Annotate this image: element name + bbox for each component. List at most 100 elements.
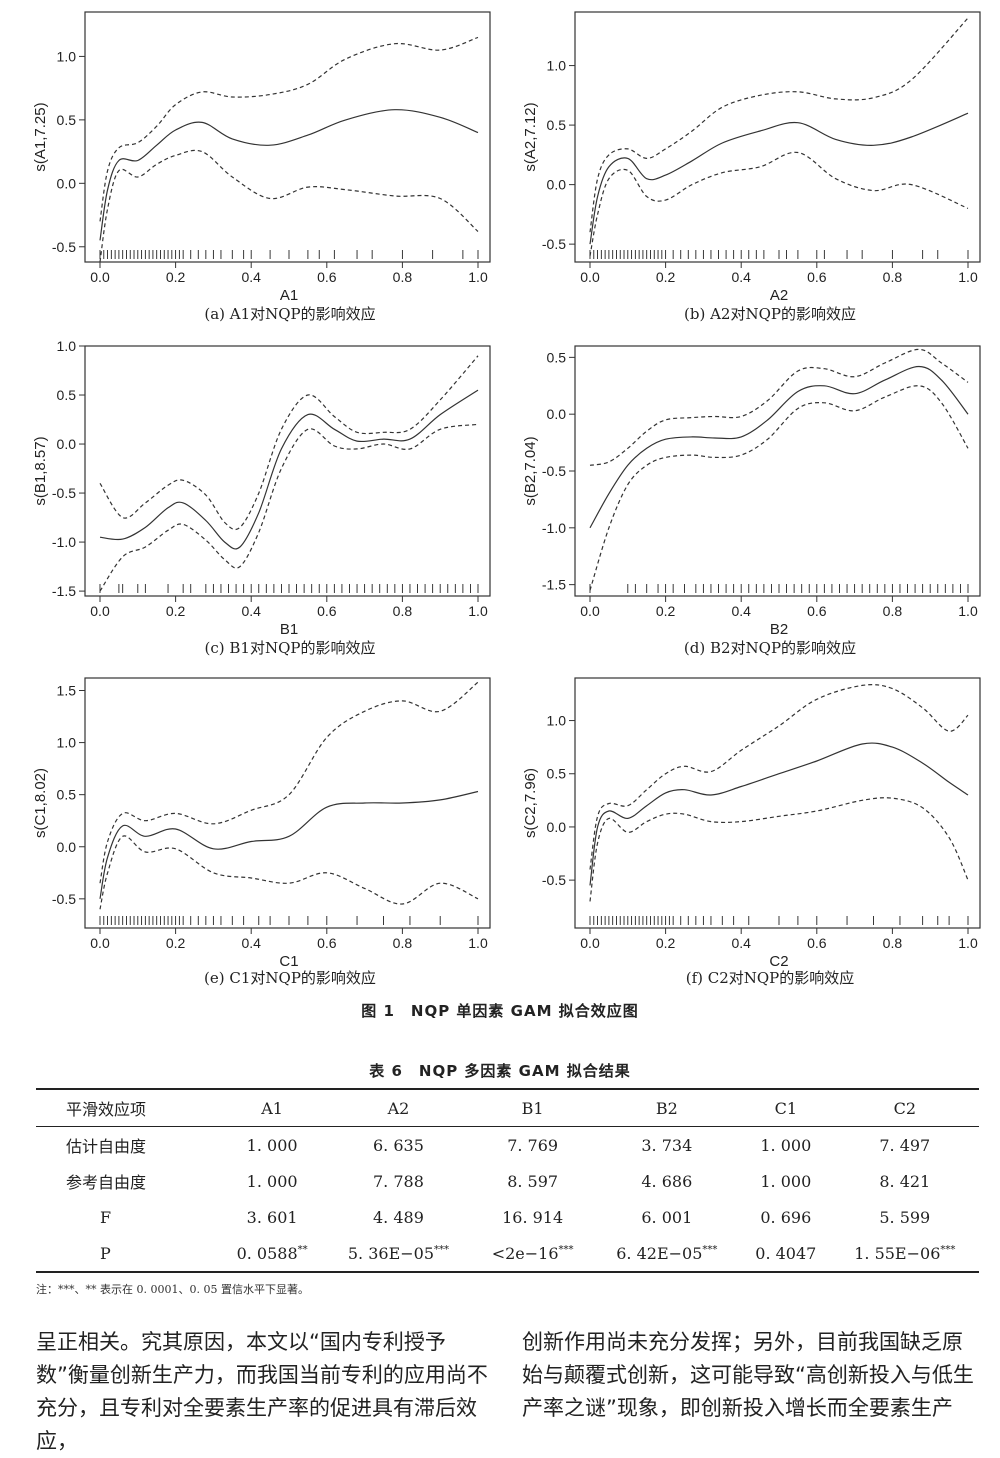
x-tick-label: 0.0 <box>90 269 110 285</box>
x-tick-label: 0.6 <box>317 269 337 285</box>
x-tick-label: 0.2 <box>166 603 186 619</box>
panel-caption-f: (f) C2对NQP的影响效应 <box>685 969 855 987</box>
x-tick-label: 0.6 <box>317 935 337 951</box>
table-header-cell: B1 <box>472 1088 593 1127</box>
x-tick-label: 0.8 <box>393 269 413 285</box>
y-tick-label: -0.5 <box>52 239 76 255</box>
table-cell: <2e−16*** <box>472 1235 593 1273</box>
gam-plot-a2: 0.0 0.2 0.4 0.6 0.8 1.0 -0.5 0.0 0.5 1.0 A2 s(A2,7.… <box>522 11 981 304</box>
gam-plot-a1: 0.0 0.2 0.4 0.6 0.8 1.0 -0.5 0.0 0.5 1.0 A1 s(A1,7.… <box>32 11 491 304</box>
y-tick-label: 0.5 <box>547 766 567 782</box>
table-cell: 7. 769 <box>507 1135 559 1155</box>
panel-caption-b: (b) A2对NQP的影响效应 <box>684 305 856 323</box>
table-cell: 4. 489 <box>372 1207 424 1227</box>
table-header-cell: C2 <box>830 1088 979 1127</box>
row-label: 参考自由度 <box>66 1173 147 1192</box>
y-tick-label: -1.5 <box>542 577 566 593</box>
lower-ci-line <box>99 149 479 263</box>
paragraph: 呈正相关。究其原因，本文以“国内专利授予数”衡量创新生产力，而我国当前专利的应用… <box>36 1330 488 1453</box>
x-tick-label: 0.6 <box>317 603 337 619</box>
body-text-right: 创新作用尚未充分发挥；另外，目前我国缺乏原始与颠覆式创新，这可能导致“高创新投入… <box>522 1326 982 1425</box>
y-tick-label: 0.0 <box>547 177 567 193</box>
fit-line <box>99 109 479 241</box>
table-note: 注：***、** 表示在 0. 0001、0. 05 置信水平下显著。 <box>36 1283 309 1296</box>
table-cell: 1. 000 <box>760 1135 812 1155</box>
y-tick-label: 1.0 <box>57 48 77 64</box>
y-tick-label: 1.0 <box>57 338 77 354</box>
table-header-cell: B2 <box>592 1088 742 1127</box>
significance-mark: ** <box>297 1244 308 1256</box>
x-tick-label: 0.8 <box>393 603 413 619</box>
table-header-cell: C1 <box>741 1088 831 1127</box>
table-cell: 6. 001 <box>641 1207 693 1227</box>
x-tick-label: 1.0 <box>468 603 488 619</box>
row-label: F <box>100 1207 112 1227</box>
table-cell: 8. 597 <box>507 1171 559 1191</box>
p-value: 6. 42E−05 <box>616 1243 703 1263</box>
x-tick-label: 0.0 <box>580 603 600 619</box>
table-row: F 3. 601 4. 489 16. 914 6. 001 0. 696 5.… <box>36 1199 979 1235</box>
gam-plot-b2: 0.0 0.2 0.4 0.6 0.8 1.0 -1.5 -1.0 -0.5 0.0 0.5 B2 s(… <box>522 345 981 638</box>
table-header-row: 平滑效应项 A1 A2 B1 B2 C1 C2 <box>36 1088 979 1127</box>
lower-ci-line <box>99 835 479 910</box>
y-tick-label: 0.5 <box>57 787 77 803</box>
y-tick-label: 0.0 <box>547 819 567 835</box>
y-tick-label: 0.0 <box>57 436 77 452</box>
y-tick-label: 1.0 <box>547 713 567 729</box>
results-table: 平滑效应项 A1 A2 B1 B2 C1 C2 估计自由度 1. 000 6. … <box>36 1088 979 1273</box>
p-value: <2e−16 <box>491 1243 559 1263</box>
table-cell: 5. 599 <box>879 1207 931 1227</box>
plot-frame <box>84 11 491 263</box>
table-cell: 0. 696 <box>760 1207 812 1227</box>
table-header-cell: A2 <box>324 1088 473 1127</box>
p-value: 0. 0588 <box>236 1243 298 1263</box>
y-axis-label: s(B1,8.57) <box>32 436 49 505</box>
y-tick-label: 0.0 <box>547 406 567 422</box>
x-tick-label: 0.4 <box>731 269 751 285</box>
y-tick-label: 0.5 <box>57 387 77 403</box>
fit-line <box>99 389 479 550</box>
y-tick-label: 1.5 <box>57 683 77 699</box>
x-tick-label: 1.0 <box>468 935 488 951</box>
table-cell: 16. 914 <box>502 1207 564 1227</box>
gam-plot-c1: 0.0 0.2 0.4 0.6 0.8 1.0 -0.5 0.0 0.5 1.0 1.5 C1 s(C1… <box>32 677 491 970</box>
upper-ci-line <box>99 36 479 222</box>
table-cell: 3. 601 <box>246 1207 298 1227</box>
y-tick-label: 0.5 <box>57 112 77 128</box>
row-label: P <box>36 1235 220 1273</box>
table-cell: 8. 421 <box>879 1171 931 1191</box>
x-tick-label: 0.0 <box>580 935 600 951</box>
x-tick-label: 1.0 <box>958 603 978 619</box>
y-tick-label: -1.5 <box>52 583 76 599</box>
table-cell: 6. 635 <box>372 1135 424 1155</box>
table-cell: 0. 0588** <box>220 1235 325 1273</box>
lower-ci-line <box>589 385 969 591</box>
table-cell: 7. 497 <box>879 1135 931 1155</box>
panel-a: 0.0 0.2 0.4 0.6 0.8 1.0 -0.5 0.0 0.5 1.0 A1 s(A1,7.… <box>0 0 500 330</box>
fit-line <box>589 112 969 245</box>
panel-caption-a: (a) A1对NQP的影响效应 <box>204 305 376 323</box>
y-axis-label: s(C1,8.02) <box>32 768 49 838</box>
table-header-cell: 平滑效应项 <box>36 1088 220 1127</box>
x-axis-label: B2 <box>770 621 788 638</box>
plot-frame <box>84 345 491 597</box>
gam-plot-c2: 0.0 0.2 0.4 0.6 0.8 1.0 -0.5 0.0 0.5 1.0 C2 s(C2,7.… <box>522 677 981 970</box>
table-cell: 1. 000 <box>246 1135 298 1155</box>
panel-caption-e: (e) C1对NQP的影响效应 <box>204 969 376 987</box>
x-tick-label: 0.2 <box>656 269 676 285</box>
x-tick-label: 0.0 <box>90 603 110 619</box>
lower-ci-line <box>99 423 479 592</box>
x-tick-label: 0.8 <box>883 935 903 951</box>
x-tick-label: 1.0 <box>958 269 978 285</box>
fit-line <box>589 365 969 529</box>
table-header-cell: A1 <box>220 1088 325 1127</box>
x-tick-label: 0.0 <box>90 935 110 951</box>
plot-frame <box>84 677 491 929</box>
y-axis-label: s(B2,7.04) <box>522 436 539 505</box>
upper-ci-line <box>589 348 969 466</box>
panel-b: 0.0 0.2 0.4 0.6 0.8 1.0 -0.5 0.0 0.5 1.0 A2 s(A2,7.… <box>490 0 990 330</box>
y-tick-label: -0.5 <box>542 463 566 479</box>
x-tick-label: 0.4 <box>731 603 751 619</box>
table-cell: 0. 4047 <box>741 1235 831 1273</box>
p-value: 0. 4047 <box>755 1243 817 1263</box>
